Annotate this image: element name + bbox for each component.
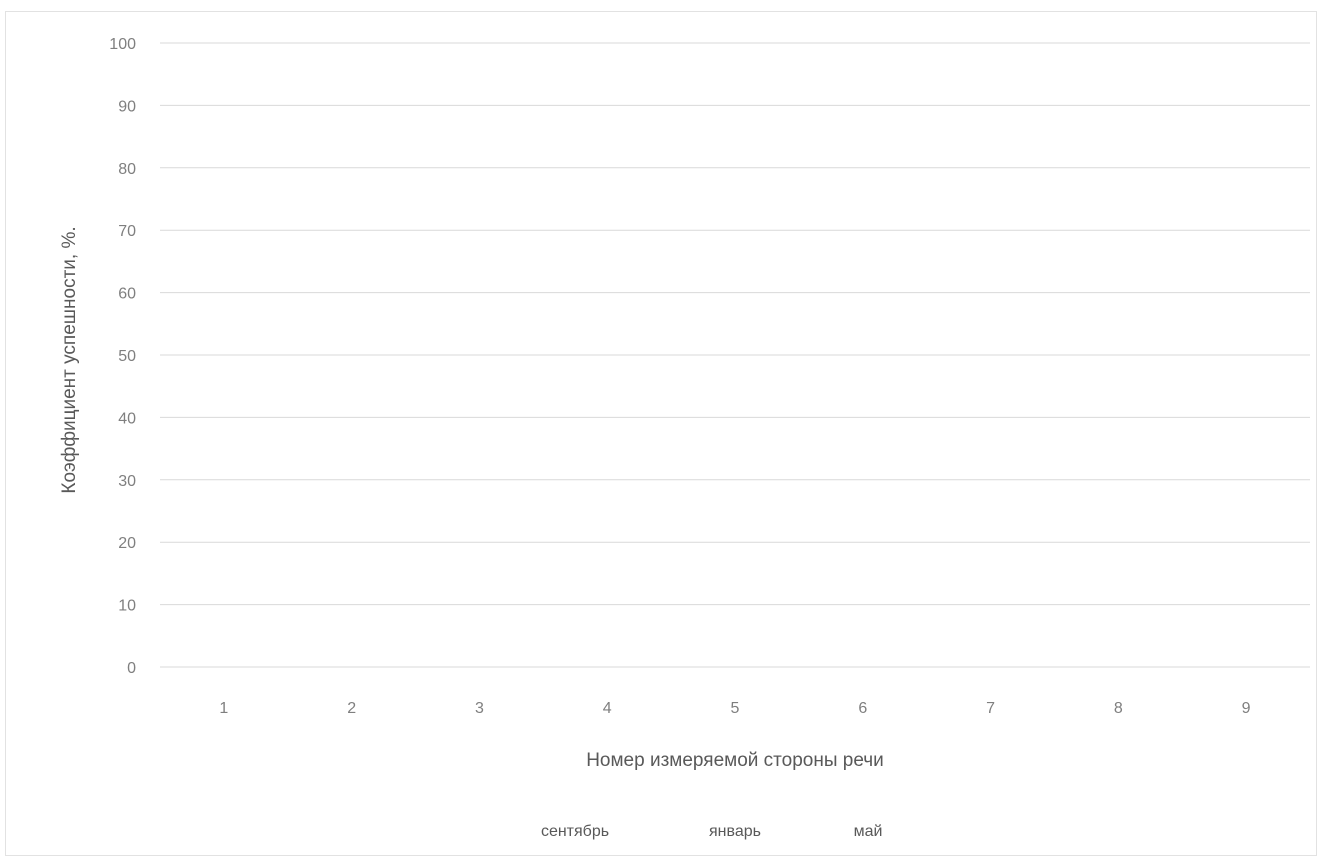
y-tick-label: 90	[118, 98, 136, 115]
y-tick-label: 30	[118, 473, 136, 490]
y-tick-labels: 0 10 20 30 40 50 60 70 80 90 100	[109, 36, 136, 677]
gridlines	[160, 42, 1310, 668]
y-tick-label: 20	[118, 535, 136, 552]
legend-item: сентябрь	[541, 823, 609, 840]
y-tick-label: 50	[118, 348, 136, 365]
legend-item: январь	[709, 823, 761, 840]
x-tick-label: 3	[475, 700, 484, 717]
y-tick-label: 0	[127, 660, 136, 677]
y-tick-label: 80	[118, 161, 136, 178]
x-tick-label: 8	[1114, 700, 1123, 717]
y-tick-label: 10	[118, 598, 136, 615]
x-tick-label: 7	[986, 700, 995, 717]
x-tick-label: 9	[1242, 700, 1251, 717]
x-tick-label: 5	[731, 700, 740, 717]
y-tick-label: 40	[118, 410, 136, 427]
x-tick-label: 2	[347, 700, 356, 717]
x-tick-labels: 1 2 3 4 5 6 7 8 9	[219, 700, 1250, 717]
legend-item: май	[854, 823, 883, 840]
x-tick-label: 4	[603, 700, 612, 717]
x-tick-label: 6	[858, 700, 867, 717]
chart-frame	[5, 11, 1317, 856]
x-axis-title: Номер измеряемой стороны речи	[586, 750, 884, 771]
y-tick-label: 70	[118, 223, 136, 240]
y-tick-label: 100	[109, 36, 136, 53]
legend: сентябрь январь май	[541, 823, 882, 840]
y-tick-label: 60	[118, 286, 136, 303]
x-tick-label: 1	[219, 700, 228, 717]
y-axis-title: Коэффициент успешности, %.	[59, 226, 80, 493]
